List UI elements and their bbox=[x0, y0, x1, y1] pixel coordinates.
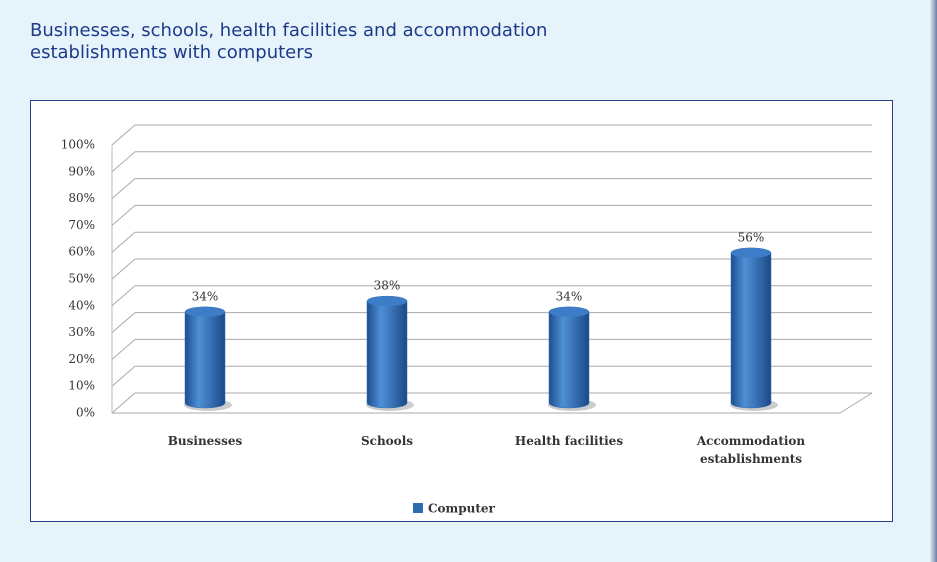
y-tick-label: 40% bbox=[68, 298, 95, 312]
bar bbox=[548, 306, 590, 409]
y-tick-label: 80% bbox=[68, 191, 95, 205]
grid-line bbox=[111, 124, 872, 146]
window-edge bbox=[929, 0, 937, 562]
x-tick-label: Schools bbox=[360, 434, 414, 448]
grid-line bbox=[111, 231, 872, 253]
grid-line bbox=[111, 338, 872, 360]
grid-line bbox=[111, 258, 872, 280]
floor bbox=[112, 392, 873, 414]
value-label: 56% bbox=[738, 230, 765, 244]
bar-top bbox=[731, 247, 771, 258]
y-tick-label: 30% bbox=[68, 325, 95, 339]
x-tick-label: Accommodation establishments bbox=[696, 434, 806, 466]
y-tick-label: 0% bbox=[76, 406, 95, 420]
value-label: 34% bbox=[556, 289, 583, 303]
x-tick-label: Health facilities bbox=[514, 434, 624, 448]
slide-title: Businesses, schools, health facilities a… bbox=[30, 20, 548, 63]
grid-line bbox=[111, 392, 872, 414]
y-tick-label: 20% bbox=[68, 352, 95, 366]
bar bbox=[184, 306, 226, 409]
grid-line bbox=[111, 204, 872, 226]
y-tick-label: 60% bbox=[68, 245, 95, 259]
y-tick-label: 50% bbox=[68, 272, 95, 286]
grid-line bbox=[111, 178, 872, 199]
y-tick-label: 70% bbox=[68, 218, 95, 232]
legend-label: Computer bbox=[428, 502, 496, 516]
legend-swatch bbox=[413, 503, 423, 513]
y-tick-label: 100% bbox=[61, 138, 95, 152]
grid-line bbox=[111, 151, 872, 173]
grid-line bbox=[111, 312, 872, 333]
bar bbox=[730, 247, 772, 409]
bar-top bbox=[367, 296, 407, 307]
value-label: 34% bbox=[192, 289, 219, 303]
x-tick-label: Businesses bbox=[167, 434, 243, 448]
value-label: 38% bbox=[374, 279, 401, 293]
grid-line bbox=[111, 285, 872, 307]
y-tick-label: 90% bbox=[68, 164, 95, 178]
bar-top bbox=[185, 306, 225, 317]
bar-top bbox=[549, 306, 589, 317]
bar bbox=[366, 295, 408, 409]
y-tick-label: 10% bbox=[68, 379, 95, 393]
grid-line bbox=[111, 365, 872, 387]
